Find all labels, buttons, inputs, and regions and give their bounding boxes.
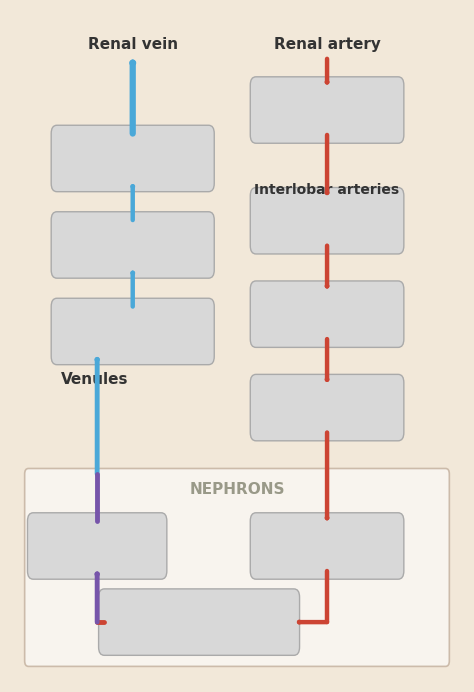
FancyBboxPatch shape [51,298,214,365]
FancyBboxPatch shape [99,589,300,655]
FancyBboxPatch shape [27,513,167,579]
Text: Venules: Venules [61,372,128,387]
FancyBboxPatch shape [25,468,449,666]
FancyBboxPatch shape [250,188,404,254]
FancyBboxPatch shape [51,212,214,278]
FancyBboxPatch shape [250,374,404,441]
Text: Renal vein: Renal vein [88,37,178,53]
FancyBboxPatch shape [51,125,214,192]
Text: Renal artery: Renal artery [273,37,381,53]
Text: Interlobar arteries: Interlobar arteries [255,183,400,197]
FancyBboxPatch shape [250,281,404,347]
Text: NEPHRONS: NEPHRONS [189,482,285,498]
FancyBboxPatch shape [250,513,404,579]
FancyBboxPatch shape [250,77,404,143]
